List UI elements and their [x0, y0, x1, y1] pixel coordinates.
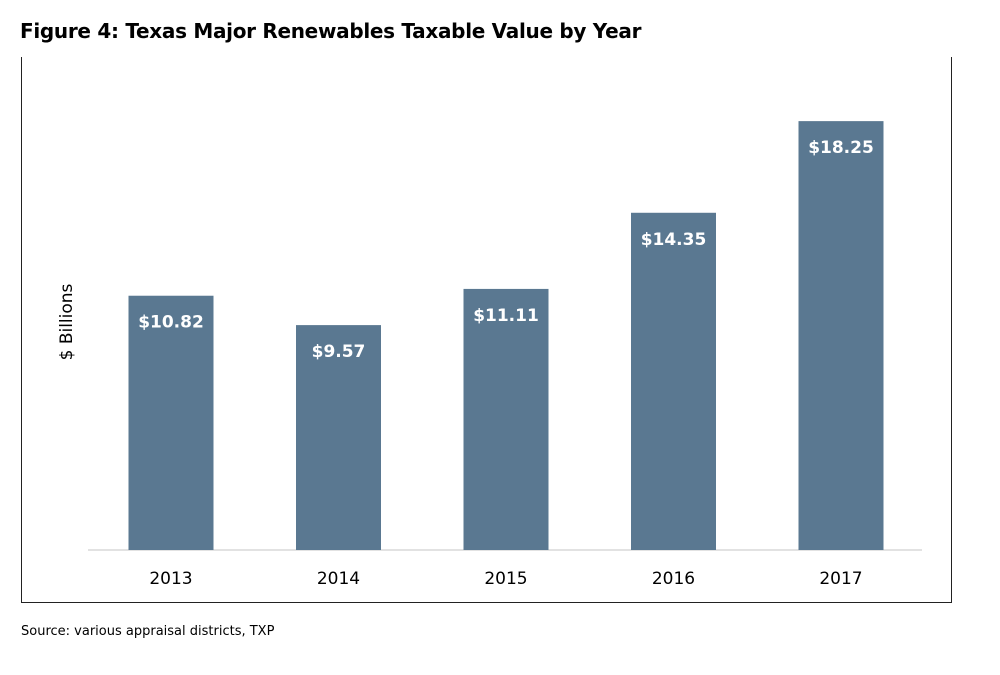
bars-group [128, 121, 884, 550]
bar-2017 [798, 121, 884, 550]
x-tick-label-2017: 2017 [819, 569, 862, 589]
data-label-2016: $14.35 [641, 230, 707, 250]
data-label-2015: $11.11 [473, 306, 539, 326]
bar-2014 [296, 325, 381, 550]
bar-2015 [463, 288, 549, 550]
y-axis-label: $ Billions [57, 283, 77, 360]
x-tick-label-2016: 2016 [652, 569, 695, 589]
x-tick-label-2013: 2013 [149, 569, 192, 589]
chart-title: Figure 4: Texas Major Renewables Taxable… [20, 19, 642, 43]
data-label-2017: $18.25 [808, 138, 874, 158]
data-labels-group: $10.82 $9.57 $11.11 $14.35 $18.25 [138, 138, 874, 362]
source-note: Source: various appraisal districts, TXP [21, 624, 275, 639]
data-label-2014: $9.57 [312, 342, 366, 362]
bar-2016 [631, 212, 716, 550]
data-label-2013: $10.82 [138, 313, 204, 333]
x-tick-label-2015: 2015 [484, 569, 527, 589]
x-tick-labels-group: 2013 2014 2015 2016 2017 [149, 569, 862, 589]
x-tick-label-2014: 2014 [317, 569, 360, 589]
chart-frame [21, 57, 952, 603]
bar-2013 [128, 295, 214, 550]
